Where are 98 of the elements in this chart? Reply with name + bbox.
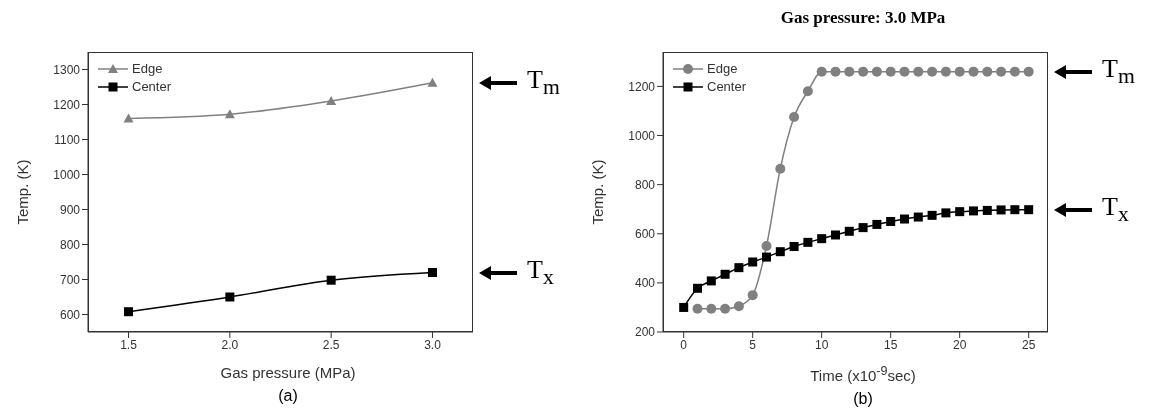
point [762,252,771,262]
point [996,66,1007,77]
point [225,292,235,302]
x-tick-label: 20 [953,337,967,352]
point [720,303,731,314]
point [830,66,841,77]
x-axis-title: Time (x10$^{-9}$sec) [809,364,917,384]
y-tick-label: 600 [59,307,81,322]
point [899,66,910,77]
point [802,86,813,97]
point [706,276,716,286]
point [1010,205,1020,215]
point [817,234,827,244]
point [816,66,827,77]
legend-label: Edge [132,60,163,78]
x-axis-title: Gas pressure (MPa) [219,364,357,381]
point [940,66,951,77]
y-tick-label: 1000 [53,167,81,182]
point [858,223,868,233]
point [224,109,235,119]
legend-label: Center [132,78,172,96]
point [326,275,336,285]
point [996,205,1006,215]
x-tick-label: 5 [749,337,757,352]
y-tick-label: 400 [634,276,656,291]
point [706,303,717,314]
point [968,206,978,216]
point [844,226,854,236]
point [1009,66,1020,77]
x-tick-label: 2.0 [221,337,239,352]
point [326,96,337,105]
point [830,230,840,240]
point [927,66,938,77]
y-tick-label: 1200 [53,97,81,112]
x-tick-label: 25 [1022,337,1036,352]
point [124,307,134,317]
point [941,208,951,218]
y-tick-label: 1000 [628,128,656,143]
point [761,241,772,252]
point [844,66,855,77]
point [693,283,702,293]
y-tick-label: 600 [634,227,656,242]
point [871,66,882,77]
point [1024,205,1034,215]
point [968,66,979,77]
y-tick-label: 200 [634,325,656,340]
point [427,77,438,87]
point [427,268,437,277]
point [720,269,730,279]
point [954,66,965,77]
point [747,290,758,301]
y-axis-title: Temp. (K) [588,159,606,225]
x-tick-label: 10 [815,337,829,352]
point [913,66,924,77]
y-tick-label: 1100 [54,132,81,147]
point [955,207,965,217]
y-axis-title: Temp. (K) [13,159,31,225]
point [982,205,992,215]
text: T$_{m}$ [1102,54,1135,90]
x-tick-label: 3.0 [424,337,442,352]
x-tick-label: 2.5 [322,337,340,352]
point [803,237,813,247]
text: T$_{x}$ [527,254,554,291]
text: (b) [852,390,874,408]
legend-label: Center [707,78,747,96]
point [692,303,703,314]
x-tick-label: 0 [680,337,688,352]
y-tick-label: 700 [59,272,81,287]
y-tick-label: 800 [59,237,81,252]
point [789,242,799,252]
chart-title: Gas pressure: 3.0 MPa [779,8,947,29]
point [886,216,896,226]
y-tick-label: 1200 [628,79,656,94]
point [733,301,744,312]
point [858,66,869,77]
text: T$_{m}$ [527,65,560,101]
point [1023,66,1034,77]
point [927,210,937,220]
x-tick-label: 15 [884,337,898,352]
point [775,163,786,174]
point [899,214,909,224]
text: (a) [277,387,299,405]
point [872,219,882,229]
y-tick-label: 900 [59,202,81,217]
point [982,66,993,77]
point [748,257,758,267]
text: T$_{x}$ [1102,192,1129,228]
point [775,247,785,257]
point [734,263,744,273]
y-tick-label: 800 [634,177,656,192]
point [123,113,134,123]
point [679,302,689,312]
legend-label: Edge [707,60,738,78]
y-tick-label: 1300 [53,62,81,77]
point [885,66,896,77]
x-tick-label: 1.5 [120,337,138,352]
point [913,212,923,222]
point [789,112,800,123]
